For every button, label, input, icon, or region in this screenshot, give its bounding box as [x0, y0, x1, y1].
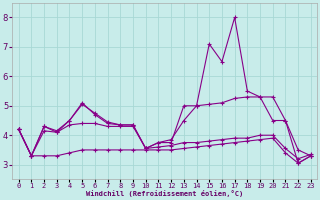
X-axis label: Windchill (Refroidissement éolien,°C): Windchill (Refroidissement éolien,°C)	[86, 190, 244, 197]
